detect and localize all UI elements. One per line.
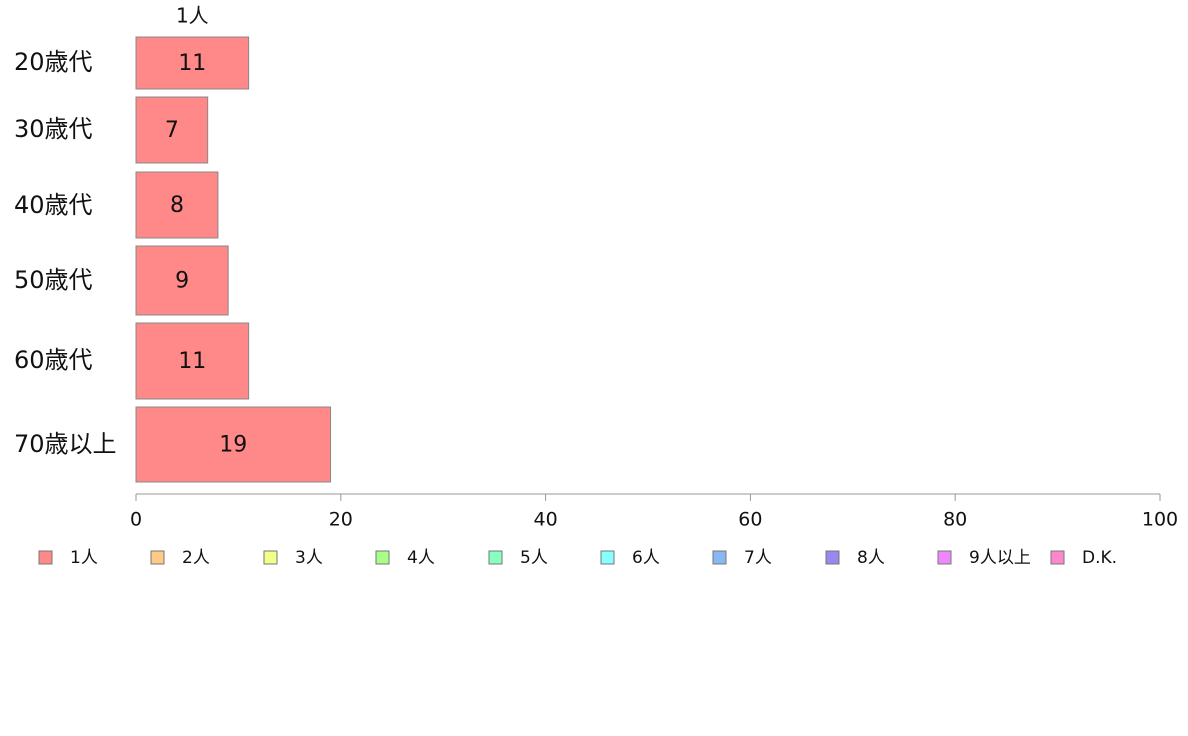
legend-swatch	[600, 550, 615, 565]
legend-swatch	[150, 550, 165, 565]
legend-swatch	[825, 550, 840, 565]
category-label: 60歳代	[14, 346, 93, 374]
legend-label: 7人	[744, 548, 772, 568]
data-label: 9	[175, 269, 189, 294]
category-labels: 20歳代 30歳代 40歳代 50歳代 60歳代 70歳以上	[14, 48, 117, 458]
legend-label: 5人	[520, 548, 548, 568]
legend-swatch	[712, 550, 727, 565]
legend-label: 6人	[632, 548, 660, 568]
legend-label: D.K.	[1082, 548, 1117, 568]
category-label: 70歳以上	[14, 430, 117, 458]
x-tick-label: 100	[1142, 509, 1178, 531]
legend-swatch	[937, 550, 952, 565]
legend-label: 4人	[407, 548, 435, 568]
legend-label: 1人	[70, 548, 98, 568]
bar	[135, 36, 250, 90]
data-label: 11	[178, 51, 206, 76]
bar	[135, 322, 250, 400]
bar	[135, 171, 219, 239]
x-tick-label: 20	[329, 509, 353, 531]
bar	[135, 245, 229, 316]
bar	[135, 406, 332, 483]
data-label: 11	[178, 349, 206, 374]
x-tick-label: 60	[738, 509, 762, 531]
legend-label: 3人	[295, 548, 323, 568]
legend-swatch	[375, 550, 390, 565]
category-label: 20歳代	[14, 48, 93, 76]
x-tick-label: 40	[534, 509, 558, 531]
category-label: 40歳代	[14, 191, 93, 219]
legend-swatch	[38, 550, 53, 565]
series-label: 1人	[176, 4, 209, 28]
bar	[135, 96, 209, 164]
x-tick-label: 80	[943, 509, 967, 531]
legend-label: 9人以上	[969, 548, 1031, 568]
x-axis: 0 20 40 60 80 100	[130, 493, 1178, 531]
category-label: 50歳代	[14, 266, 93, 294]
data-label: 8	[170, 193, 184, 218]
legend-swatch	[488, 550, 503, 565]
legend-swatch	[1050, 550, 1065, 565]
series-top-label: 1人	[176, 4, 209, 28]
legend: 1人 2人 3人 4人 5人 6人 7人 8人 9人以上 D.K.	[38, 548, 1117, 568]
category-label: 30歳代	[14, 115, 93, 143]
legend-label: 2人	[182, 548, 210, 568]
bars-group: 11 7 8 9 11 19	[135, 36, 332, 483]
data-label: 7	[165, 118, 179, 143]
data-label: 19	[219, 433, 247, 458]
legend-label: 8人	[857, 548, 885, 568]
legend-swatch	[263, 550, 278, 565]
x-tick-label: 0	[130, 509, 142, 531]
